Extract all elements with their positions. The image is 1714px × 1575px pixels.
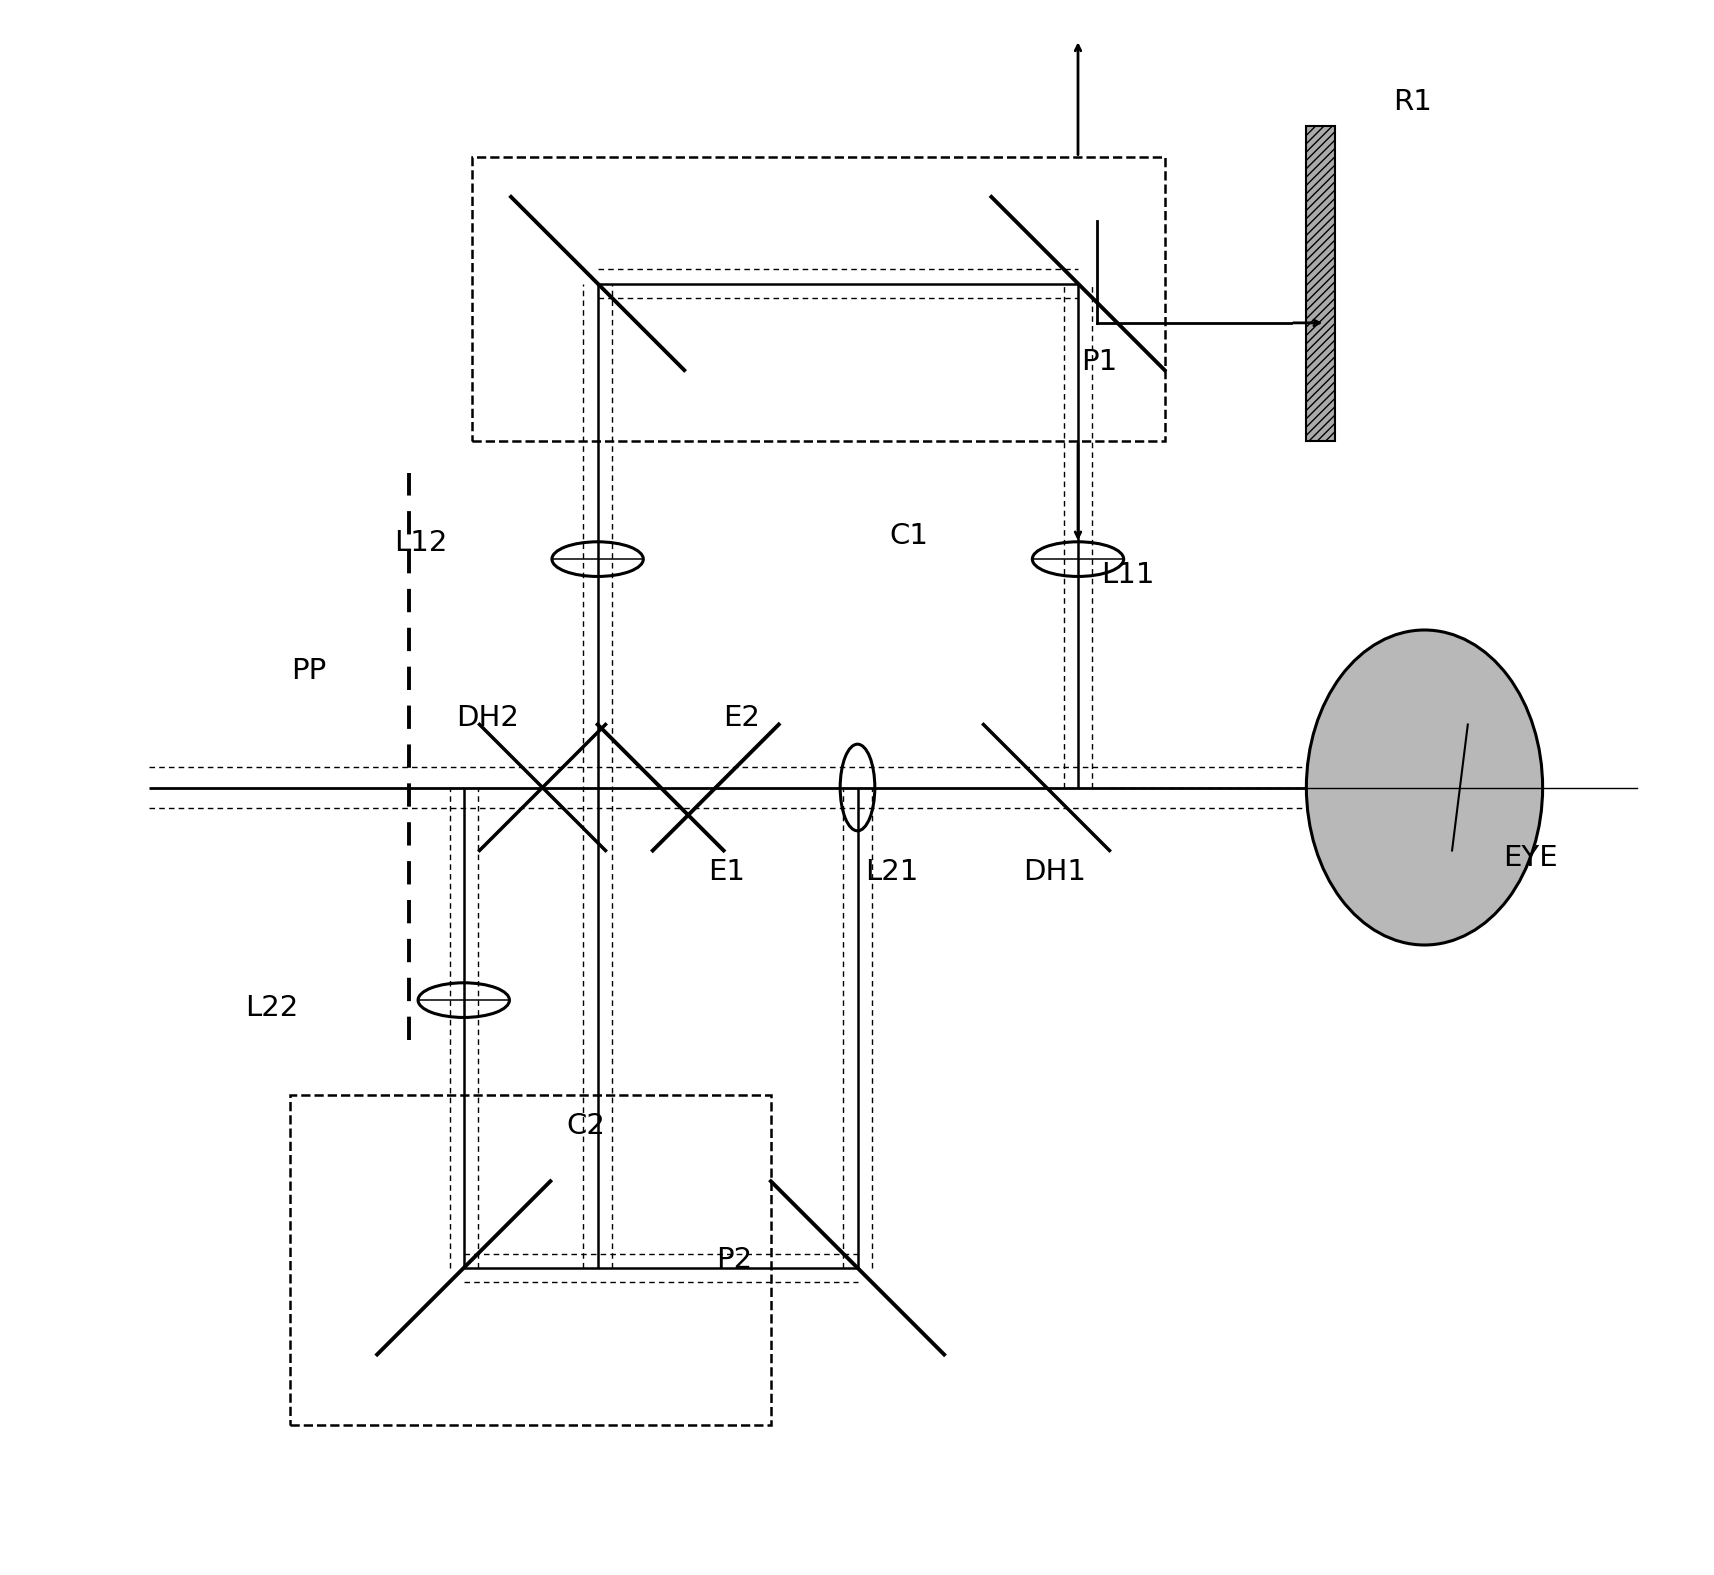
Text: L21: L21 bbox=[866, 858, 919, 887]
Bar bbox=[1306, 126, 1333, 441]
Text: R1: R1 bbox=[1392, 88, 1431, 117]
Text: P1: P1 bbox=[1080, 348, 1118, 376]
Text: P2: P2 bbox=[715, 1246, 751, 1274]
Bar bbox=[471, 158, 1164, 441]
Text: C2: C2 bbox=[566, 1112, 605, 1140]
Text: E2: E2 bbox=[723, 704, 759, 732]
Bar bbox=[290, 1095, 770, 1425]
Text: L22: L22 bbox=[245, 994, 298, 1022]
Text: L11: L11 bbox=[1100, 561, 1155, 589]
Text: DH2: DH2 bbox=[456, 704, 518, 732]
Text: E1: E1 bbox=[708, 858, 744, 887]
Text: L12: L12 bbox=[394, 529, 447, 558]
Ellipse shape bbox=[1306, 630, 1541, 945]
Text: PP: PP bbox=[291, 657, 327, 685]
Text: EYE: EYE bbox=[1503, 844, 1556, 873]
Text: DH1: DH1 bbox=[1022, 858, 1085, 887]
Text: C1: C1 bbox=[888, 521, 927, 550]
